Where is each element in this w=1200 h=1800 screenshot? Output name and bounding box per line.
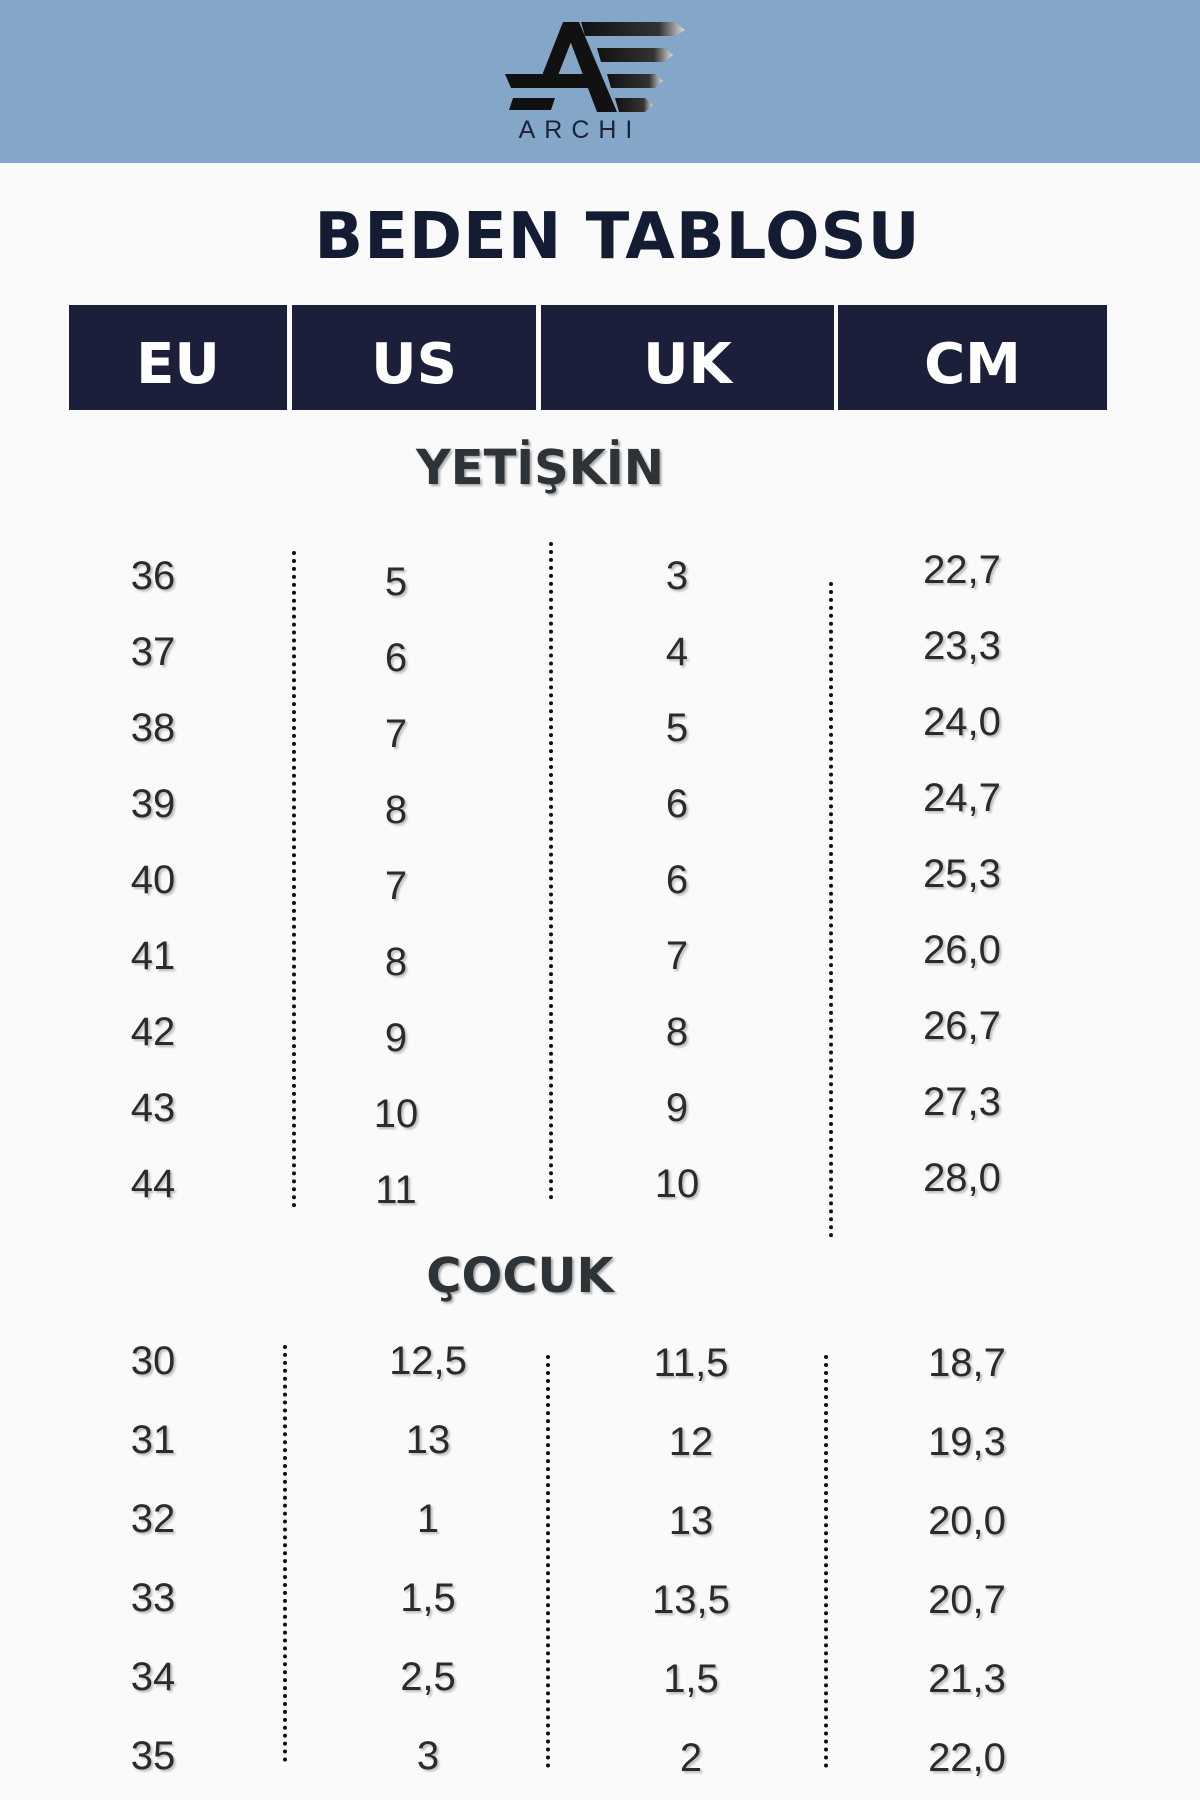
size-cell-eu: 44	[130, 1162, 176, 1206]
size-cell-cm: 26,0	[923, 928, 1001, 972]
header-uk: UK	[541, 305, 834, 410]
size-cell-uk: 6	[665, 858, 689, 902]
size-cell-us: 11	[375, 1168, 417, 1212]
size-cell-us: 8	[384, 940, 408, 984]
section-kids-label: ÇOCUK	[426, 1248, 614, 1304]
size-cell-uk: 3	[665, 554, 689, 598]
size-cell-uk: 5	[665, 706, 689, 750]
size-cell-uk: 11,5	[653, 1341, 729, 1385]
size-cell-uk: 12	[668, 1420, 714, 1464]
size-cell-eu: 39	[130, 782, 176, 826]
size-cell-cm: 18,7	[928, 1341, 1006, 1385]
size-cell-eu: 31	[130, 1418, 176, 1462]
size-cell-us: 1,5	[400, 1576, 456, 1620]
size-cell-us: 3	[416, 1734, 440, 1778]
size-cell-eu: 35	[130, 1734, 176, 1778]
divider	[546, 1355, 550, 1768]
size-cell-us: 7	[384, 712, 408, 756]
header-eu: EU	[69, 305, 287, 410]
brand-header: ARCHI	[0, 0, 1200, 163]
brand-name: ARCHI	[518, 116, 642, 144]
size-cell-cm: 23,3	[923, 624, 1001, 668]
section-adult-label: YETİŞKİN	[416, 440, 664, 496]
size-cell-us: 2,5	[400, 1655, 456, 1699]
size-cell-us: 10	[373, 1092, 419, 1136]
size-cell-us: 5	[384, 560, 408, 604]
size-cell-eu: 30	[130, 1339, 176, 1383]
size-cell-us: 9	[384, 1016, 408, 1060]
header-cm: CM	[838, 305, 1107, 410]
archi-logo: ARCHI	[505, 18, 695, 146]
archi-logo-icon	[505, 22, 685, 112]
size-cell-uk: 4	[665, 630, 689, 674]
size-cell-cm: 22,7	[923, 548, 1001, 592]
size-cell-uk: 10	[654, 1162, 700, 1206]
size-cell-cm: 20,7	[928, 1578, 1006, 1622]
size-cell-uk: 13	[668, 1499, 714, 1543]
size-cell-us: 13	[405, 1418, 451, 1462]
size-cell-cm: 28,0	[923, 1156, 1001, 1200]
size-cell-cm: 25,3	[923, 852, 1001, 896]
size-cell-eu: 32	[130, 1497, 176, 1541]
size-cell-eu: 40	[130, 858, 176, 902]
divider	[829, 582, 833, 1238]
divider	[824, 1355, 828, 1768]
size-cell-cm: 27,3	[923, 1080, 1001, 1124]
size-cell-cm: 24,7	[923, 776, 1001, 820]
size-cell-uk: 2	[679, 1736, 703, 1780]
size-cell-us: 1	[416, 1497, 440, 1541]
divider	[292, 551, 296, 1208]
page-title: BEDEN TABLOSU	[314, 200, 921, 274]
size-cell-us: 7	[384, 864, 408, 908]
size-cell-eu: 36	[130, 554, 176, 598]
size-cell-eu: 37	[130, 630, 176, 674]
size-cell-eu: 42	[130, 1010, 176, 1054]
size-cell-cm: 19,3	[928, 1420, 1006, 1464]
size-cell-cm: 21,3	[928, 1657, 1006, 1701]
size-cell-uk: 1,5	[663, 1657, 719, 1701]
header-us: US	[292, 305, 536, 410]
size-cell-uk: 9	[665, 1086, 689, 1130]
size-cell-uk: 13,5	[652, 1578, 730, 1622]
divider	[549, 542, 553, 1200]
size-cell-eu: 38	[130, 706, 176, 750]
size-cell-eu: 34	[130, 1655, 176, 1699]
size-cell-us: 8	[384, 788, 408, 832]
size-cell-eu: 41	[130, 934, 176, 978]
size-cell-us: 6	[384, 636, 408, 680]
size-cell-cm: 26,7	[923, 1004, 1001, 1048]
size-cell-us: 12,5	[389, 1339, 467, 1383]
divider	[283, 1345, 287, 1762]
size-cell-uk: 6	[665, 782, 689, 826]
size-cell-eu: 43	[130, 1086, 176, 1130]
size-cell-cm: 24,0	[923, 700, 1001, 744]
size-cell-eu: 33	[130, 1576, 176, 1620]
size-cell-cm: 22,0	[928, 1736, 1006, 1780]
size-cell-cm: 20,0	[928, 1499, 1006, 1543]
size-cell-uk: 8	[665, 1010, 689, 1054]
size-cell-uk: 7	[665, 934, 689, 978]
